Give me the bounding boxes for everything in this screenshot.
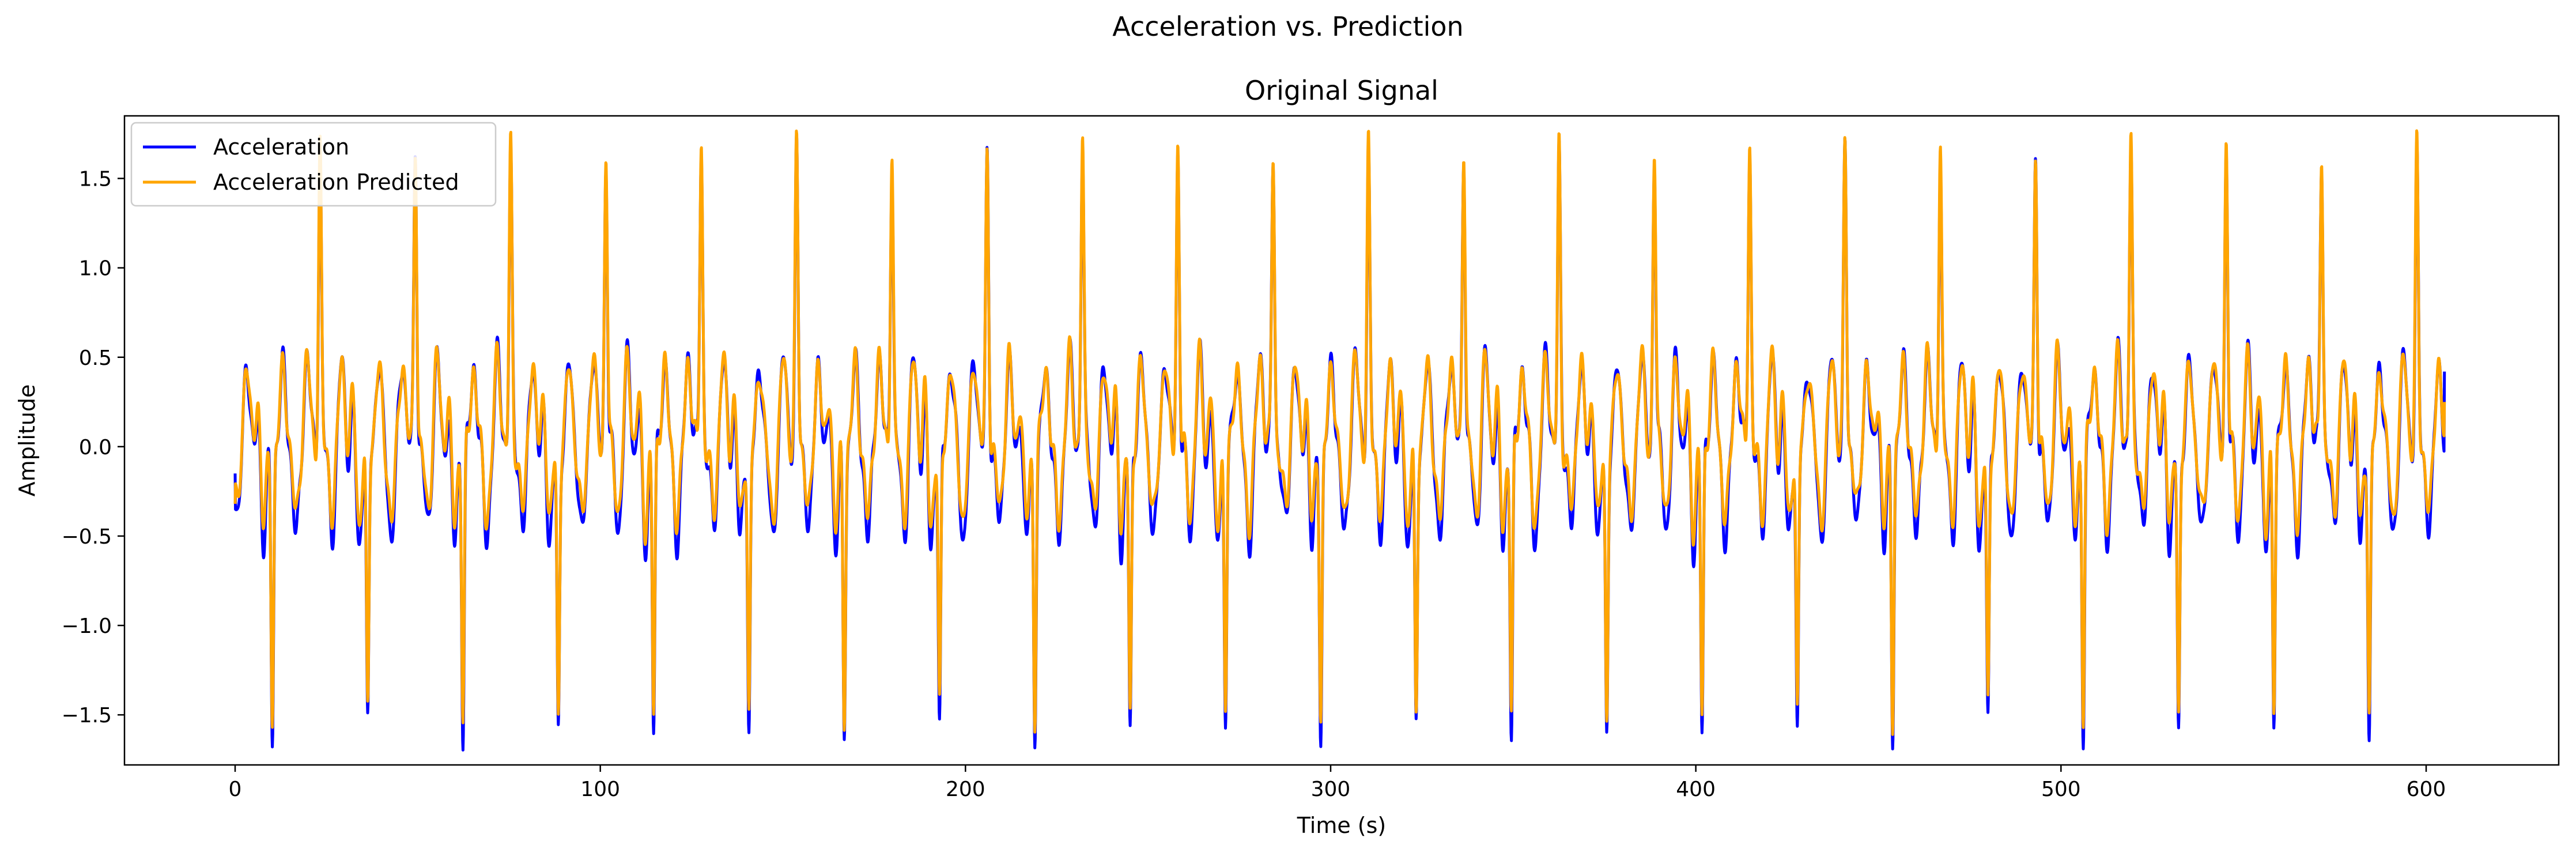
x-tick-label: 0: [229, 778, 242, 801]
y-tick-label: −1.0: [62, 614, 112, 638]
y-axis: −1.5 −1.0 −0.5 0.0 0.5 1.0 1.5: [62, 168, 124, 727]
x-axis-label: Time (s): [1297, 813, 1387, 838]
y-tick-label: −0.5: [62, 525, 112, 549]
legend-label-acceleration-predicted: Acceleration Predicted: [213, 169, 459, 195]
x-tick-label: 200: [946, 778, 985, 801]
legend-label-acceleration: Acceleration: [213, 134, 349, 160]
y-axis-label: Amplitude: [14, 384, 40, 497]
chart-title: Original Signal: [1245, 75, 1438, 106]
series-line-acceleration-predicted: [233, 129, 2446, 736]
x-tick-label: 300: [1311, 778, 1351, 801]
x-axis: 0 100 200 300 400 500 600: [229, 765, 2446, 801]
plot-frame: [123, 115, 2560, 766]
y-tick-label: 0.0: [79, 436, 112, 459]
series-layer: [233, 129, 2446, 752]
x-tick-label: 400: [1676, 778, 1716, 801]
x-tick-label: 600: [2407, 778, 2446, 801]
x-tick-label: 100: [580, 778, 620, 801]
x-tick-label: 500: [2041, 778, 2081, 801]
y-tick-label: 1.5: [79, 168, 112, 191]
y-tick-label: −1.5: [62, 704, 112, 727]
figure-suptitle: Acceleration vs. Prediction: [1112, 11, 1463, 42]
y-tick-label: 0.5: [79, 346, 112, 370]
legend: Acceleration Acceleration Predicted: [130, 122, 497, 207]
legend-box: [130, 122, 497, 207]
y-tick-label: 1.0: [79, 257, 112, 281]
